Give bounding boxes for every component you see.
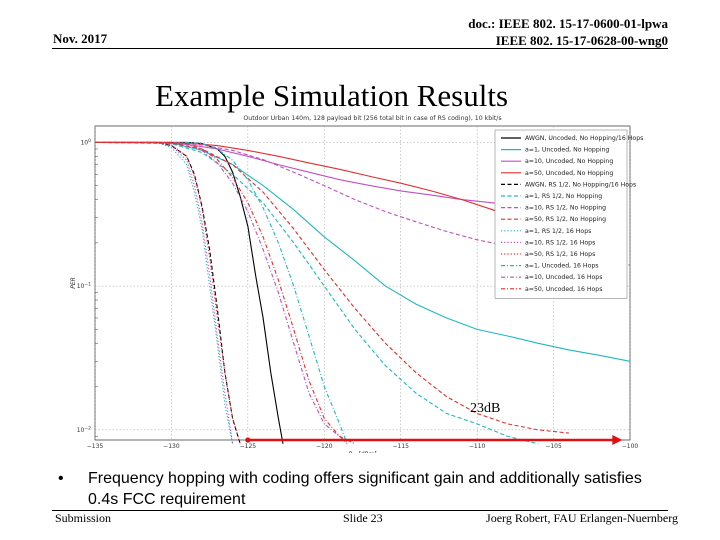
x-tick-label: −100 xyxy=(622,443,639,450)
legend-entry: a=10, RS 1/2, 16 Hops xyxy=(525,239,595,246)
header-rule xyxy=(52,48,668,49)
y-axis-label: PER xyxy=(70,277,77,289)
legend-entry: a=1, RS 1/2, 16 Hops xyxy=(525,228,591,235)
footer-author: Joerg Robert, FAU Erlangen-Nuernberg xyxy=(486,511,678,525)
legend-entry: AWGN, Uncoded, No Hopping/16 Hops xyxy=(525,135,643,142)
legend-entry: AWGN, RS 1/2, No Hopping/16 Hops xyxy=(525,181,636,188)
simulation-chart: −135 −130 −125 −120 −115 −110 −105 −100 100 10−1 1… xyxy=(55,108,645,458)
header-doc-id: doc.: IEEE 802. 15-17-0600-01-lpwa IEEE … xyxy=(468,15,668,49)
legend-entry: a=1, RS 1/2, No Hopping xyxy=(525,193,602,200)
header-doc-line-1: doc.: IEEE 802. 15-17-0600-01-lpwa xyxy=(468,16,668,31)
header-doc-line-2: IEEE 802. 15-17-0628-00-wng0 xyxy=(495,33,668,48)
legend-entry: a=1, Uncoded, No Hopping xyxy=(525,147,609,154)
legend-entry: a=1, Uncoded, 16 Hops xyxy=(525,263,599,270)
x-tick-label: −105 xyxy=(545,443,562,450)
legend-entry: a=10, RS 1/2, No Hopping xyxy=(525,205,606,212)
legend-entry: a=50, Uncoded, 16 Hops xyxy=(525,286,602,293)
bullet-text: Frequency hopping with coding offers sig… xyxy=(88,470,642,508)
x-tick-label: −135 xyxy=(87,443,104,450)
y-tick-label: 10−1 xyxy=(77,282,91,291)
legend-entry: a=10, Uncoded, No Hopping xyxy=(525,158,613,165)
series-line xyxy=(95,141,348,444)
legend-entry: a=50, Uncoded, No Hopping xyxy=(525,170,613,177)
legend-entry: a=50, RS 1/2, No Hopping xyxy=(525,216,606,223)
series-line xyxy=(95,141,241,444)
slide-title: Example Simulation Results xyxy=(155,78,509,113)
x-tick-label: −125 xyxy=(240,443,257,450)
gain-label: 23dB xyxy=(470,401,501,416)
series-line xyxy=(94,141,539,445)
x-tick-label: −110 xyxy=(469,443,486,450)
series-line xyxy=(94,141,569,434)
legend-box xyxy=(494,129,628,299)
chart-title: Outdoor Urban 140m, 128 payload bit (256… xyxy=(243,115,501,122)
footer-rule xyxy=(52,510,668,511)
series-line xyxy=(95,141,356,445)
y-tick-label: 100 xyxy=(80,138,91,147)
header-date: Nov. 2017 xyxy=(53,31,108,46)
y-tick-label: 10−2 xyxy=(77,425,91,434)
x-axis-label: Pᵣₓ [dBm] xyxy=(348,451,377,453)
legend-entry: a=10, Uncoded, 16 Hops xyxy=(525,274,602,281)
legend-entry: a=50, RS 1/2, 16 Hops xyxy=(525,251,595,258)
x-tick-label: −115 xyxy=(392,443,409,450)
footer-slide-number: Slide 23 xyxy=(343,511,383,525)
x-tick-label: −130 xyxy=(163,443,180,450)
bullet-marker: • xyxy=(58,470,64,487)
x-tick-label: −120 xyxy=(316,443,333,450)
gain-arrow-head xyxy=(612,435,623,445)
series-line xyxy=(95,141,234,444)
chart-svg: −135 −130 −125 −120 −115 −110 −105 −100 100 10−1 1… xyxy=(70,115,643,458)
series-line xyxy=(95,141,348,445)
footer-submission: Submission xyxy=(55,511,112,525)
